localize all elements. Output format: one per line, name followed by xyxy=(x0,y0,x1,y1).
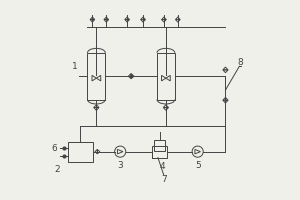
Text: 1: 1 xyxy=(72,62,77,71)
Bar xyxy=(157,53,175,100)
Text: 6: 6 xyxy=(52,144,58,153)
Text: 3: 3 xyxy=(117,161,123,170)
Bar xyxy=(68,142,93,162)
Text: 7: 7 xyxy=(161,175,167,184)
Text: 5: 5 xyxy=(195,161,200,170)
Text: 8: 8 xyxy=(238,58,243,67)
Bar xyxy=(87,53,105,100)
Bar xyxy=(152,146,167,158)
Text: 2: 2 xyxy=(55,165,61,174)
Text: 4: 4 xyxy=(159,162,165,171)
Bar xyxy=(154,140,165,151)
